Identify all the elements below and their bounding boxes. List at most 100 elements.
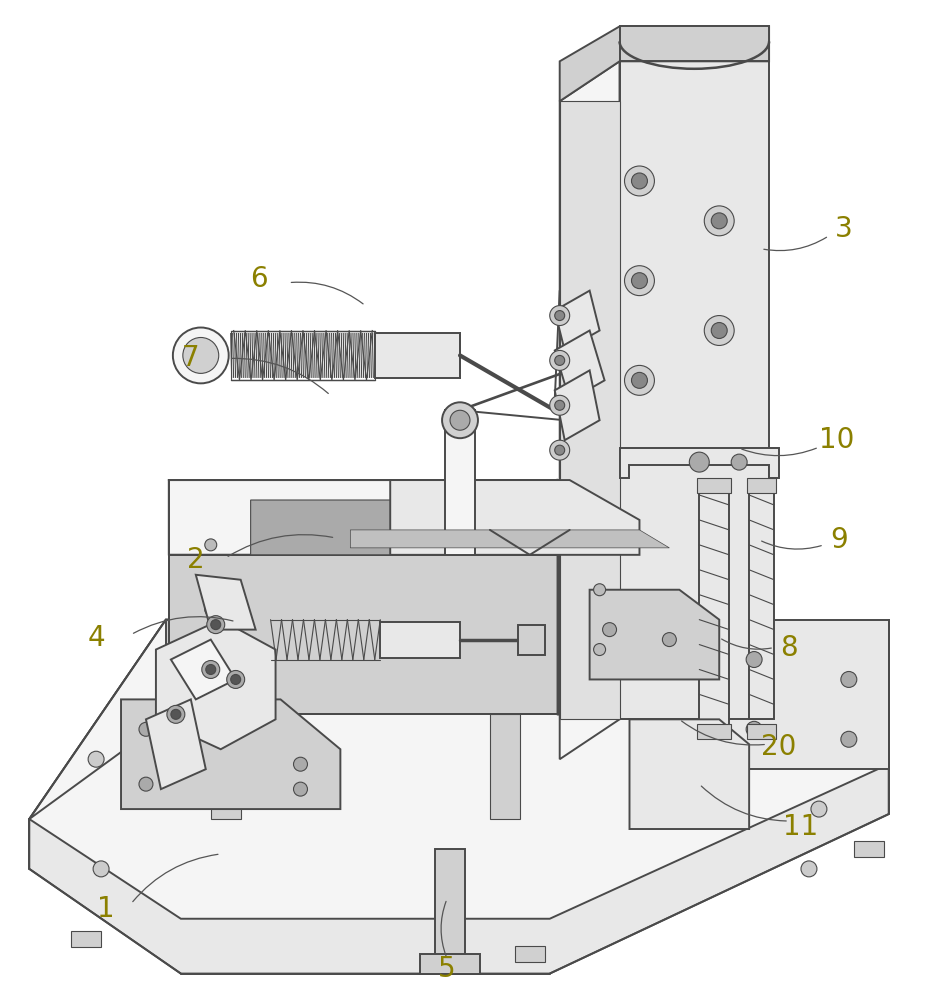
Polygon shape xyxy=(555,331,605,400)
Circle shape xyxy=(171,709,181,719)
Circle shape xyxy=(732,454,747,470)
Polygon shape xyxy=(435,849,465,959)
Circle shape xyxy=(624,266,655,296)
Circle shape xyxy=(550,306,569,326)
Circle shape xyxy=(841,671,857,687)
Circle shape xyxy=(550,395,569,415)
Polygon shape xyxy=(390,480,640,555)
Circle shape xyxy=(139,777,153,791)
Polygon shape xyxy=(211,714,241,819)
Text: 10: 10 xyxy=(820,426,855,454)
Circle shape xyxy=(711,323,727,338)
Circle shape xyxy=(206,665,216,674)
Polygon shape xyxy=(555,291,600,350)
Circle shape xyxy=(94,861,109,877)
Polygon shape xyxy=(619,61,770,719)
Polygon shape xyxy=(146,699,206,789)
Circle shape xyxy=(801,861,817,877)
Polygon shape xyxy=(697,724,732,739)
Circle shape xyxy=(746,721,762,737)
Circle shape xyxy=(450,410,470,430)
Circle shape xyxy=(632,372,647,388)
Polygon shape xyxy=(515,946,544,962)
Circle shape xyxy=(167,705,185,723)
Polygon shape xyxy=(166,620,535,714)
Circle shape xyxy=(182,337,219,373)
Polygon shape xyxy=(749,480,774,719)
Polygon shape xyxy=(559,26,770,101)
Circle shape xyxy=(550,350,569,370)
Text: 9: 9 xyxy=(830,526,847,554)
Circle shape xyxy=(555,311,565,321)
Polygon shape xyxy=(630,719,749,829)
Circle shape xyxy=(211,620,220,630)
Polygon shape xyxy=(697,478,732,493)
Polygon shape xyxy=(518,625,544,655)
Circle shape xyxy=(442,402,478,438)
Polygon shape xyxy=(854,841,883,857)
Polygon shape xyxy=(195,575,256,630)
Polygon shape xyxy=(559,61,619,759)
Polygon shape xyxy=(747,724,776,739)
Polygon shape xyxy=(559,101,619,719)
Circle shape xyxy=(205,539,217,551)
Circle shape xyxy=(206,616,225,634)
Polygon shape xyxy=(375,333,460,378)
Circle shape xyxy=(231,674,241,684)
Circle shape xyxy=(442,931,458,947)
Polygon shape xyxy=(747,478,776,493)
Circle shape xyxy=(555,355,565,365)
Polygon shape xyxy=(169,480,720,555)
Text: 7: 7 xyxy=(182,344,200,372)
Circle shape xyxy=(624,365,655,395)
Circle shape xyxy=(555,400,565,410)
Circle shape xyxy=(689,452,709,472)
Polygon shape xyxy=(30,620,889,974)
Text: 6: 6 xyxy=(250,265,268,293)
Polygon shape xyxy=(619,448,779,478)
Text: 11: 11 xyxy=(783,813,819,841)
Circle shape xyxy=(841,731,857,747)
Circle shape xyxy=(550,440,569,460)
Polygon shape xyxy=(699,480,729,729)
Circle shape xyxy=(603,623,617,637)
Polygon shape xyxy=(251,500,500,555)
Circle shape xyxy=(205,604,217,616)
Polygon shape xyxy=(156,620,276,749)
Circle shape xyxy=(632,273,647,289)
Polygon shape xyxy=(169,555,557,714)
Text: 2: 2 xyxy=(187,546,205,574)
Circle shape xyxy=(173,328,229,383)
Polygon shape xyxy=(557,480,720,714)
Circle shape xyxy=(705,316,734,345)
Text: 5: 5 xyxy=(438,955,456,983)
Circle shape xyxy=(624,166,655,196)
Circle shape xyxy=(555,445,565,455)
Polygon shape xyxy=(30,620,889,919)
Text: 8: 8 xyxy=(781,634,798,662)
Circle shape xyxy=(632,173,647,189)
Circle shape xyxy=(139,722,153,736)
Circle shape xyxy=(594,584,606,596)
Text: 3: 3 xyxy=(835,215,853,243)
Circle shape xyxy=(746,652,762,667)
Circle shape xyxy=(811,801,827,817)
Circle shape xyxy=(594,644,606,656)
Polygon shape xyxy=(381,622,460,658)
Text: 4: 4 xyxy=(87,624,105,652)
Circle shape xyxy=(88,751,104,767)
Polygon shape xyxy=(71,931,101,947)
Polygon shape xyxy=(420,954,480,974)
Polygon shape xyxy=(590,590,720,679)
Circle shape xyxy=(705,206,734,236)
Polygon shape xyxy=(720,620,889,769)
Circle shape xyxy=(294,757,307,771)
Polygon shape xyxy=(445,410,475,555)
Circle shape xyxy=(294,782,307,796)
Polygon shape xyxy=(619,26,770,61)
Circle shape xyxy=(227,670,244,688)
Polygon shape xyxy=(121,699,341,809)
Polygon shape xyxy=(171,640,236,699)
Circle shape xyxy=(662,633,676,647)
Polygon shape xyxy=(490,714,519,819)
